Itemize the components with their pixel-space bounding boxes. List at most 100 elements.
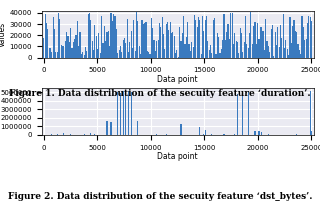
Bar bbox=[296, 134, 297, 135]
Bar bbox=[283, 15, 284, 58]
Bar bbox=[157, 40, 159, 58]
Bar bbox=[198, 17, 199, 58]
Bar bbox=[151, 18, 152, 58]
Bar bbox=[217, 33, 218, 58]
Bar bbox=[269, 52, 270, 58]
Bar bbox=[221, 49, 222, 58]
Bar bbox=[63, 133, 65, 135]
Bar bbox=[105, 41, 106, 58]
Bar bbox=[94, 134, 95, 135]
Bar bbox=[268, 46, 269, 58]
Bar bbox=[191, 42, 192, 58]
Bar bbox=[84, 134, 85, 135]
Bar bbox=[104, 26, 105, 58]
Bar bbox=[248, 48, 249, 58]
Bar bbox=[132, 48, 133, 58]
Bar bbox=[308, 16, 309, 58]
Bar bbox=[90, 133, 92, 135]
Bar bbox=[188, 45, 190, 58]
Bar bbox=[143, 24, 144, 58]
Bar bbox=[226, 32, 227, 58]
Bar bbox=[133, 20, 134, 58]
Bar bbox=[203, 31, 204, 58]
Bar bbox=[296, 32, 297, 58]
Bar bbox=[125, 91, 126, 135]
Bar bbox=[264, 50, 265, 58]
Bar bbox=[59, 19, 60, 58]
Bar bbox=[203, 134, 204, 135]
Bar bbox=[118, 51, 120, 58]
Bar bbox=[241, 33, 242, 58]
Bar bbox=[89, 13, 90, 58]
Bar bbox=[223, 134, 225, 135]
Bar bbox=[291, 43, 292, 58]
Bar bbox=[287, 49, 288, 58]
Bar bbox=[171, 33, 172, 58]
Bar bbox=[307, 23, 308, 58]
Bar bbox=[113, 14, 114, 58]
Bar bbox=[135, 51, 136, 58]
Bar bbox=[47, 29, 48, 58]
Bar bbox=[176, 50, 178, 58]
Bar bbox=[234, 134, 235, 135]
Bar bbox=[257, 23, 258, 58]
Bar bbox=[300, 54, 301, 58]
Bar bbox=[154, 40, 155, 58]
Bar bbox=[260, 27, 261, 58]
Bar bbox=[238, 53, 239, 58]
Bar bbox=[301, 16, 303, 58]
Bar bbox=[281, 38, 283, 58]
Bar bbox=[110, 13, 112, 58]
Bar bbox=[79, 32, 81, 58]
Bar bbox=[63, 46, 65, 58]
Bar bbox=[199, 127, 200, 135]
Bar bbox=[259, 131, 260, 135]
Bar bbox=[285, 40, 286, 58]
Bar bbox=[261, 132, 262, 135]
Y-axis label: Values: Values bbox=[0, 22, 7, 47]
Bar bbox=[148, 52, 149, 58]
Bar bbox=[165, 134, 167, 135]
Bar bbox=[92, 41, 93, 58]
Bar bbox=[175, 53, 176, 58]
Bar bbox=[306, 39, 307, 58]
Bar bbox=[77, 21, 78, 58]
Bar bbox=[51, 134, 52, 135]
X-axis label: Data point: Data point bbox=[157, 152, 198, 161]
Bar bbox=[309, 17, 311, 58]
Bar bbox=[272, 25, 273, 58]
Bar bbox=[277, 27, 278, 58]
Bar bbox=[253, 26, 254, 58]
Bar bbox=[98, 33, 100, 58]
Bar bbox=[147, 51, 148, 58]
Bar bbox=[279, 47, 280, 58]
Bar bbox=[149, 54, 151, 58]
Bar bbox=[52, 18, 54, 58]
Bar bbox=[256, 44, 257, 58]
Bar bbox=[107, 32, 108, 58]
Bar bbox=[71, 48, 73, 58]
Bar bbox=[284, 48, 285, 58]
Bar bbox=[81, 54, 82, 58]
Bar bbox=[214, 18, 215, 58]
Bar bbox=[152, 28, 153, 58]
Bar bbox=[230, 13, 231, 58]
Bar bbox=[112, 21, 113, 58]
Bar bbox=[304, 40, 305, 58]
Bar bbox=[206, 16, 207, 58]
Bar bbox=[120, 46, 121, 58]
Bar bbox=[223, 14, 225, 58]
Bar bbox=[128, 52, 129, 58]
Bar bbox=[131, 92, 132, 135]
Bar bbox=[190, 51, 191, 58]
Bar bbox=[168, 30, 169, 58]
Bar bbox=[293, 19, 294, 58]
Bar bbox=[167, 22, 168, 58]
Bar bbox=[162, 17, 163, 58]
Bar bbox=[199, 20, 200, 58]
Bar bbox=[137, 21, 139, 58]
Bar bbox=[128, 91, 129, 135]
Bar bbox=[61, 45, 62, 58]
Bar bbox=[129, 42, 131, 58]
Bar bbox=[240, 28, 241, 58]
